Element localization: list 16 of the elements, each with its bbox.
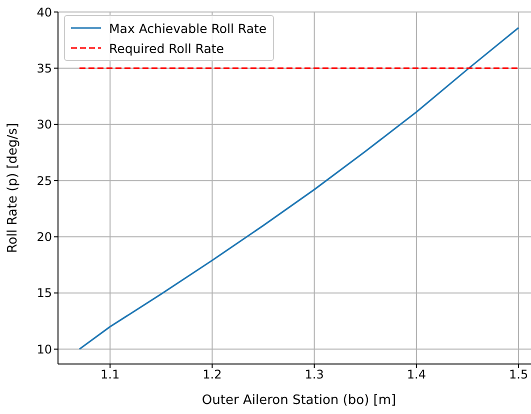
x-tick-label: 1.2 [202,368,222,382]
y-tick-label: 30 [36,118,52,132]
y-tick-label: 40 [36,5,52,20]
x-tick-label: 1.5 [509,368,528,382]
legend-label: Required Roll Rate [109,40,224,56]
y-tick-label: 25 [36,174,52,188]
x-tick-label: 1.1 [100,368,120,382]
y-tick-label: 20 [36,230,52,244]
y-tick-label: 15 [36,286,52,300]
x-tick-label: 1.4 [406,368,426,382]
y-tick-label: 35 [36,61,52,76]
legend-label: Max Achievable Roll Rate [109,20,267,36]
x-tick-label: 1.3 [304,368,324,382]
y-tick-label: 10 [36,342,52,356]
y-axis-title: Roll Rate (p) [deg/s] [6,122,21,254]
x-axis-title: Outer Aileron Station (bo) [m] [202,393,396,408]
